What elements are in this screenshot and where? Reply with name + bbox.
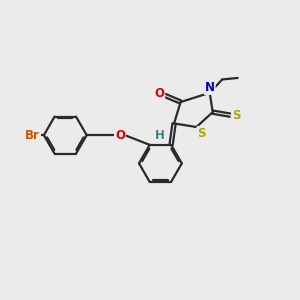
Text: N: N — [205, 81, 215, 94]
Text: H: H — [155, 129, 165, 142]
Text: S: S — [197, 127, 206, 140]
Text: Br: Br — [25, 129, 40, 142]
Text: O: O — [154, 87, 164, 100]
Text: S: S — [232, 109, 241, 122]
Text: O: O — [115, 129, 125, 142]
